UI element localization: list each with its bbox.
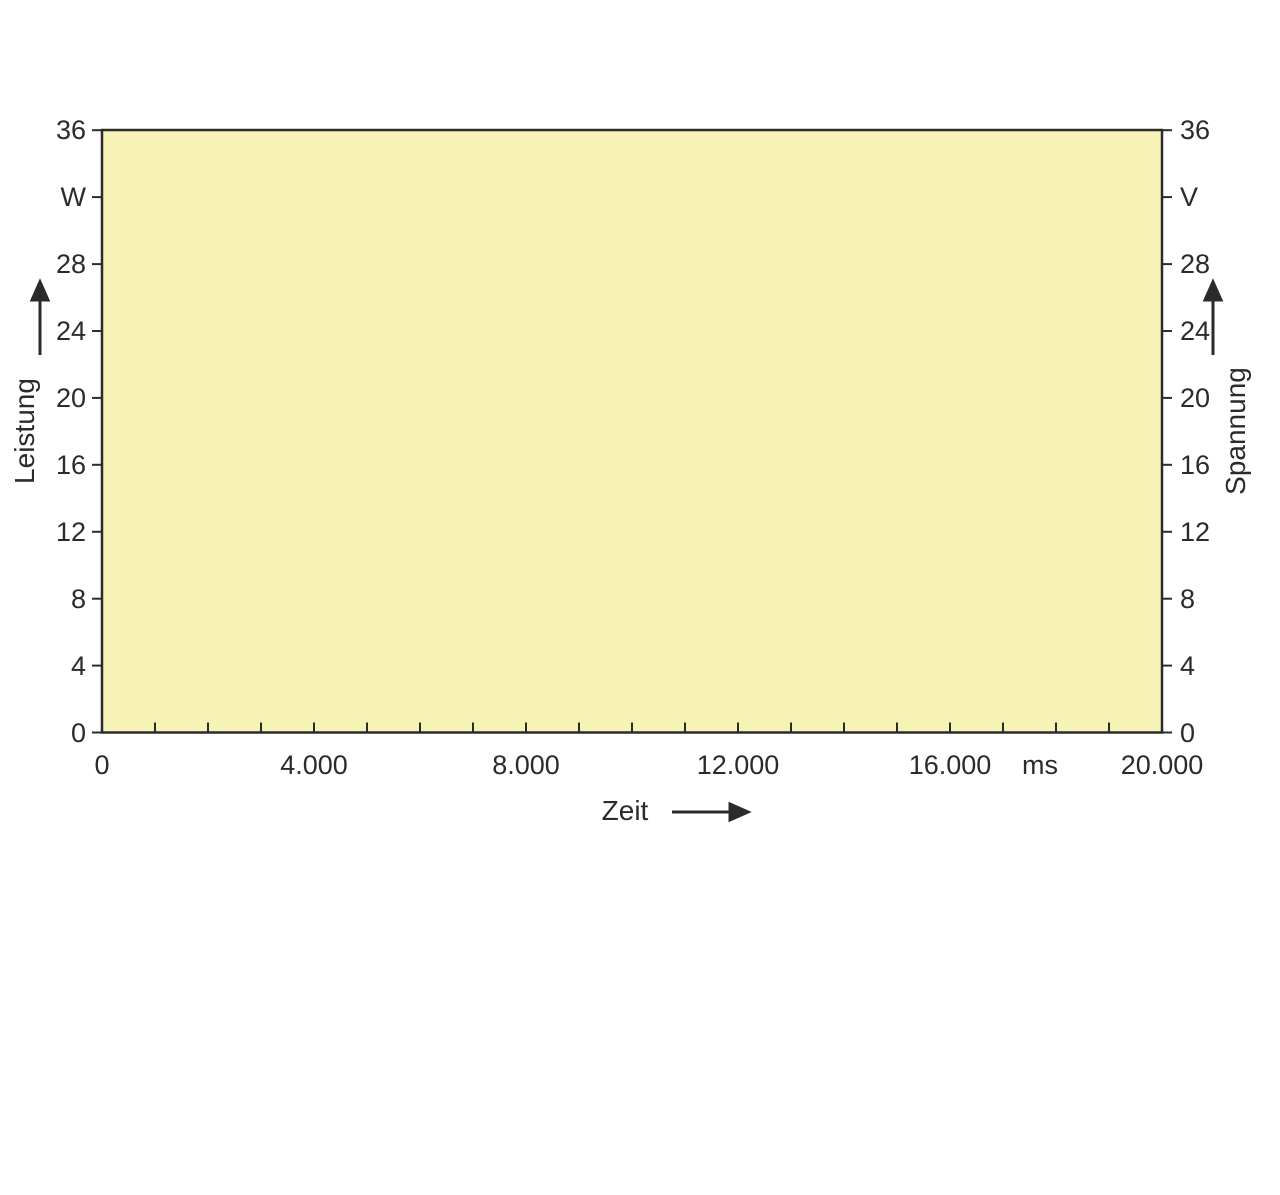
svg-text:8: 8 <box>71 584 86 614</box>
svg-text:12.000: 12.000 <box>697 750 780 780</box>
svg-text:20: 20 <box>56 383 86 413</box>
svg-text:8: 8 <box>1180 584 1195 614</box>
svg-text:Zeit: Zeit <box>602 795 649 826</box>
svg-text:16.000: 16.000 <box>909 750 992 780</box>
svg-text:36: 36 <box>1180 115 1210 145</box>
svg-text:8.000: 8.000 <box>492 750 560 780</box>
svg-text:4: 4 <box>71 651 86 681</box>
svg-text:20.000: 20.000 <box>1121 750 1204 780</box>
svg-text:16: 16 <box>56 450 86 480</box>
svg-text:16: 16 <box>1180 450 1210 480</box>
svg-text:0: 0 <box>94 750 109 780</box>
svg-text:4.000: 4.000 <box>280 750 348 780</box>
svg-text:0: 0 <box>1180 718 1195 748</box>
svg-text:20: 20 <box>1180 383 1210 413</box>
svg-text:Spannung: Spannung <box>1220 367 1251 495</box>
svg-text:28: 28 <box>56 249 86 279</box>
svg-text:4: 4 <box>1180 651 1195 681</box>
svg-text:V: V <box>1180 182 1198 212</box>
svg-text:12: 12 <box>56 517 86 547</box>
svg-text:24: 24 <box>1180 316 1210 346</box>
svg-text:12: 12 <box>1180 517 1210 547</box>
svg-text:24: 24 <box>56 316 86 346</box>
svg-text:36: 36 <box>56 115 86 145</box>
svg-text:0: 0 <box>71 718 86 748</box>
svg-text:W: W <box>61 182 87 212</box>
svg-text:28: 28 <box>1180 249 1210 279</box>
svg-text:Leistung: Leistung <box>9 378 40 484</box>
svg-text:ms: ms <box>1022 750 1058 780</box>
